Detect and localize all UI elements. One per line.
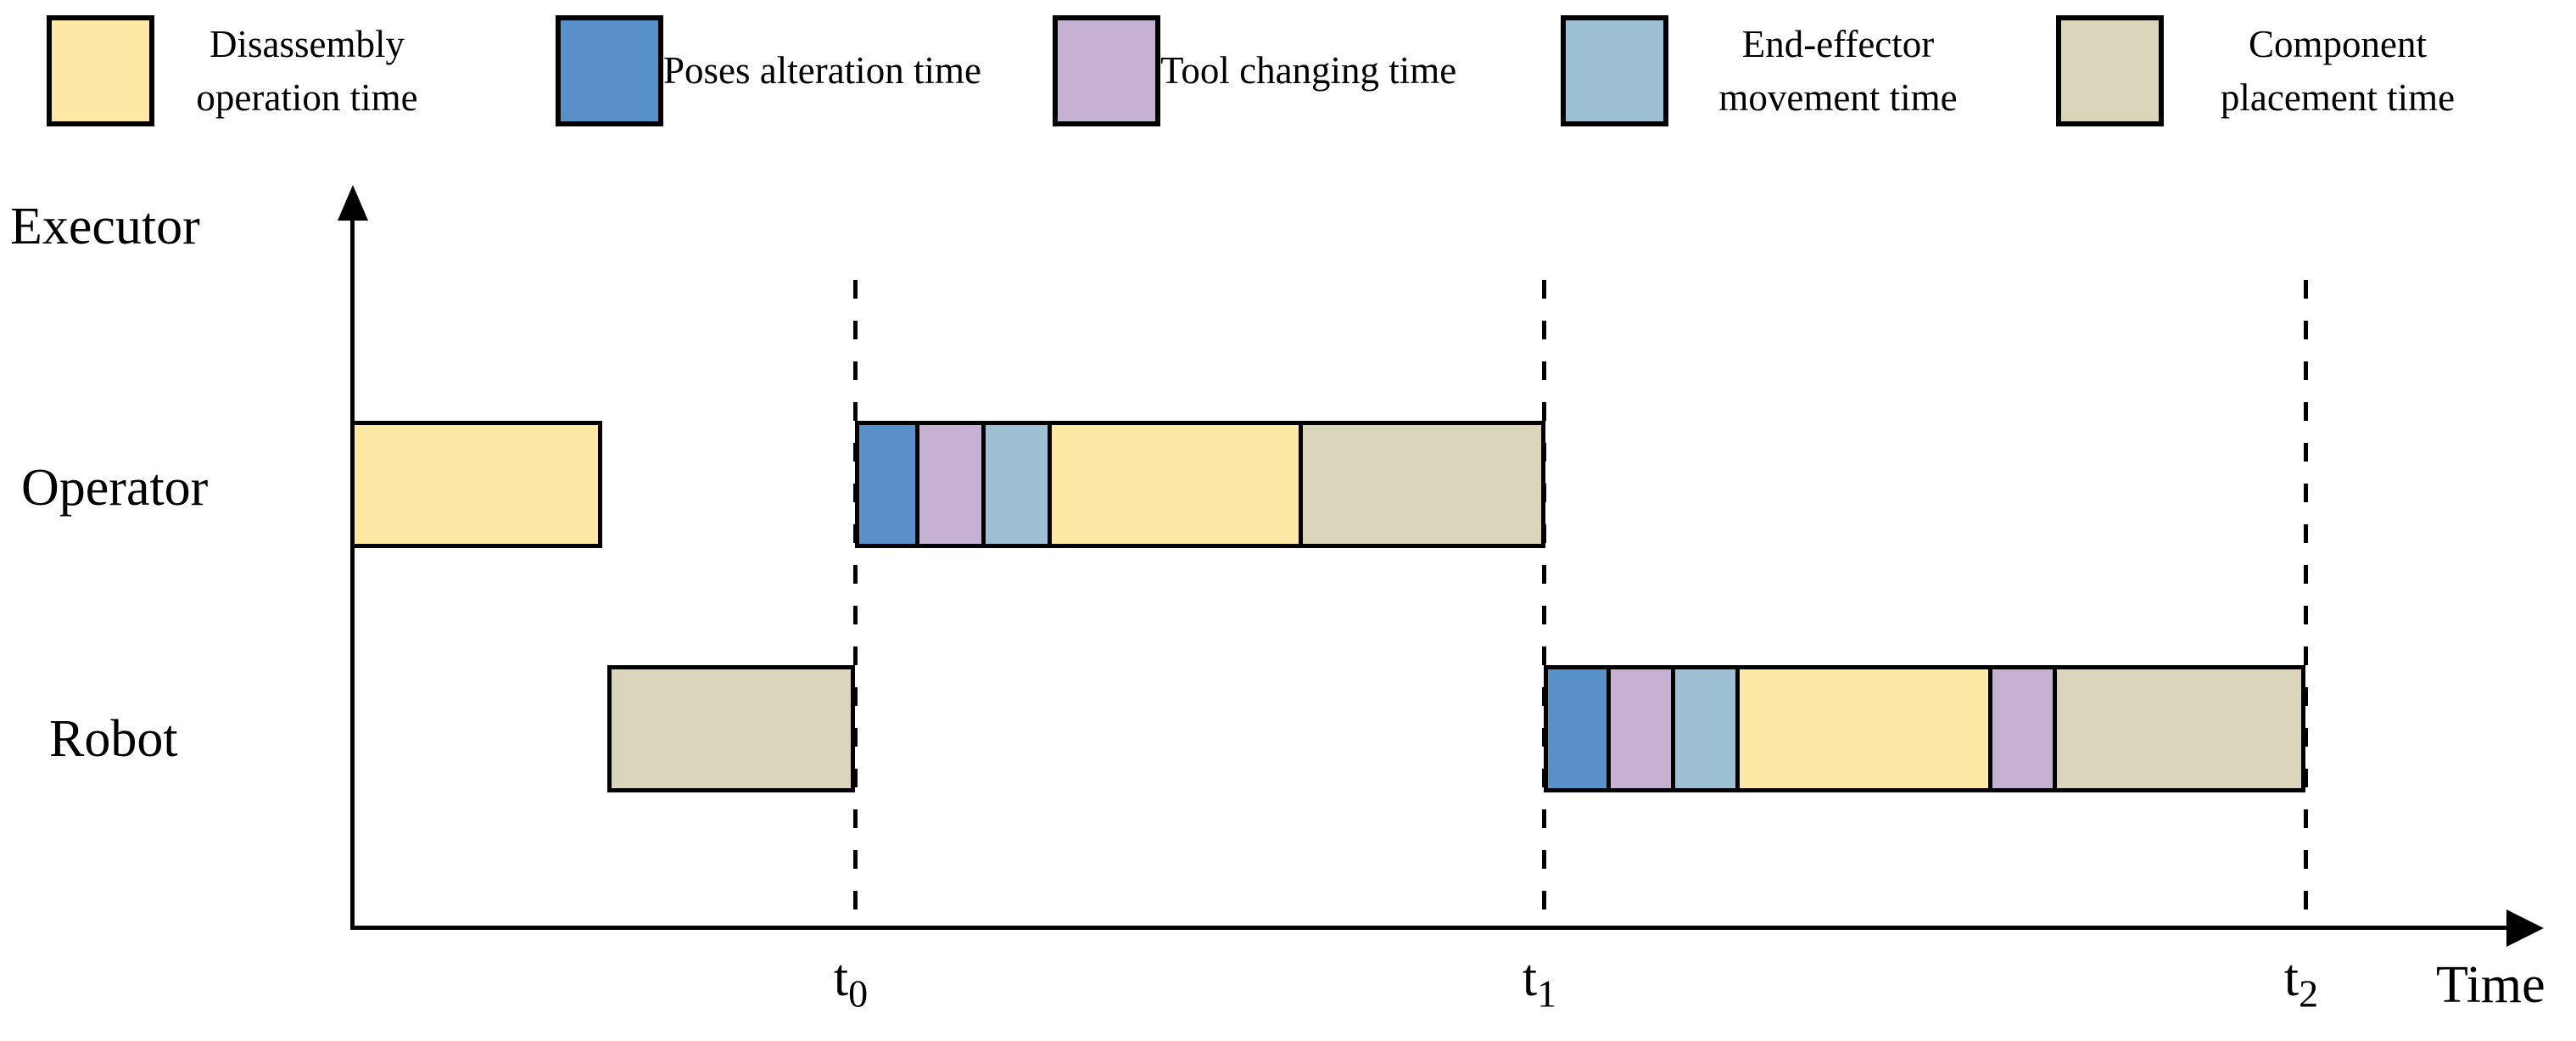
- x-axis-title: Time: [2436, 956, 2545, 1014]
- row-label-operator: Operator: [21, 459, 209, 517]
- bar-segment-end_effector: [985, 425, 1052, 544]
- bar-segment-end_effector: [1675, 669, 1741, 788]
- tick-label-subscript: 1: [1537, 971, 1557, 1016]
- legend-label-poses_alteration: Poses alteration time: [663, 49, 981, 92]
- bar-segment-disassembly: [1740, 669, 1992, 788]
- legend-label-tool_changing: Tool changing time: [1160, 49, 1457, 92]
- legend-item-end_effector: End-effector movement time: [1561, 15, 2008, 126]
- legend-label-end_effector: End-effector movement time: [1718, 23, 1958, 119]
- tick-label-base: t: [833, 949, 849, 1007]
- bar-segment-disassembly: [1051, 425, 1303, 544]
- dashed-line-t1: [1542, 280, 1546, 926]
- tick-label-t0: t0: [833, 949, 868, 1013]
- x-axis-arrowhead-icon: [2506, 909, 2544, 947]
- tick-label-t2: t2: [2283, 949, 2318, 1013]
- legend-item-poses_alteration: Poses alteration time: [556, 15, 1037, 126]
- y-axis-line: [350, 202, 355, 929]
- legend-swatch-end_effector: [1561, 15, 1668, 126]
- bar-segment-poses_alteration: [859, 425, 919, 544]
- operator-first-bar: [350, 421, 602, 548]
- legend-swatch-tool_changing: [1053, 15, 1160, 126]
- tick-label-subscript: 0: [848, 971, 869, 1016]
- legend-label-disassembly: Disassembly operation time: [196, 23, 418, 119]
- bar-segment-disassembly: [355, 425, 598, 544]
- legend-item-disassembly: Disassembly operation time: [47, 15, 460, 126]
- bar-segment-tool_changing: [1611, 669, 1676, 788]
- x-axis-line: [350, 926, 2512, 930]
- legend-label-component_placement: Component placement time: [2220, 23, 2456, 119]
- bar-segment-component_placement: [1302, 425, 1542, 544]
- bar-segment-component_placement: [2056, 669, 2301, 788]
- y-axis-title: Executor: [10, 198, 200, 255]
- dashed-line-t0: [853, 280, 858, 926]
- bar-segment-component_placement: [612, 669, 851, 788]
- robot-first-bar: [607, 665, 855, 792]
- y-axis-arrowhead-icon: [338, 185, 368, 221]
- legend-item-tool_changing: Tool changing time: [1053, 15, 1517, 126]
- tick-label-base: t: [2283, 949, 2299, 1007]
- bar-segment-poses_alteration: [1548, 669, 1612, 788]
- bar-segment-tool_changing: [1992, 669, 2057, 788]
- robot-composite-bar: [1544, 665, 2305, 792]
- legend-swatch-poses_alteration: [556, 15, 663, 126]
- legend-swatch-disassembly: [47, 15, 154, 126]
- dashed-line-t2: [2304, 280, 2308, 926]
- row-label-robot: Robot: [49, 710, 178, 768]
- tick-label-base: t: [1522, 949, 1538, 1007]
- legend-swatch-component_placement: [2056, 15, 2164, 126]
- tick-label-subscript: 2: [2299, 971, 2319, 1016]
- tick-label-t1: t1: [1522, 949, 1556, 1013]
- bar-segment-tool_changing: [919, 425, 986, 544]
- operator-composite-bar: [855, 421, 1545, 548]
- legend-item-component_placement: Component placement time: [2056, 15, 2512, 126]
